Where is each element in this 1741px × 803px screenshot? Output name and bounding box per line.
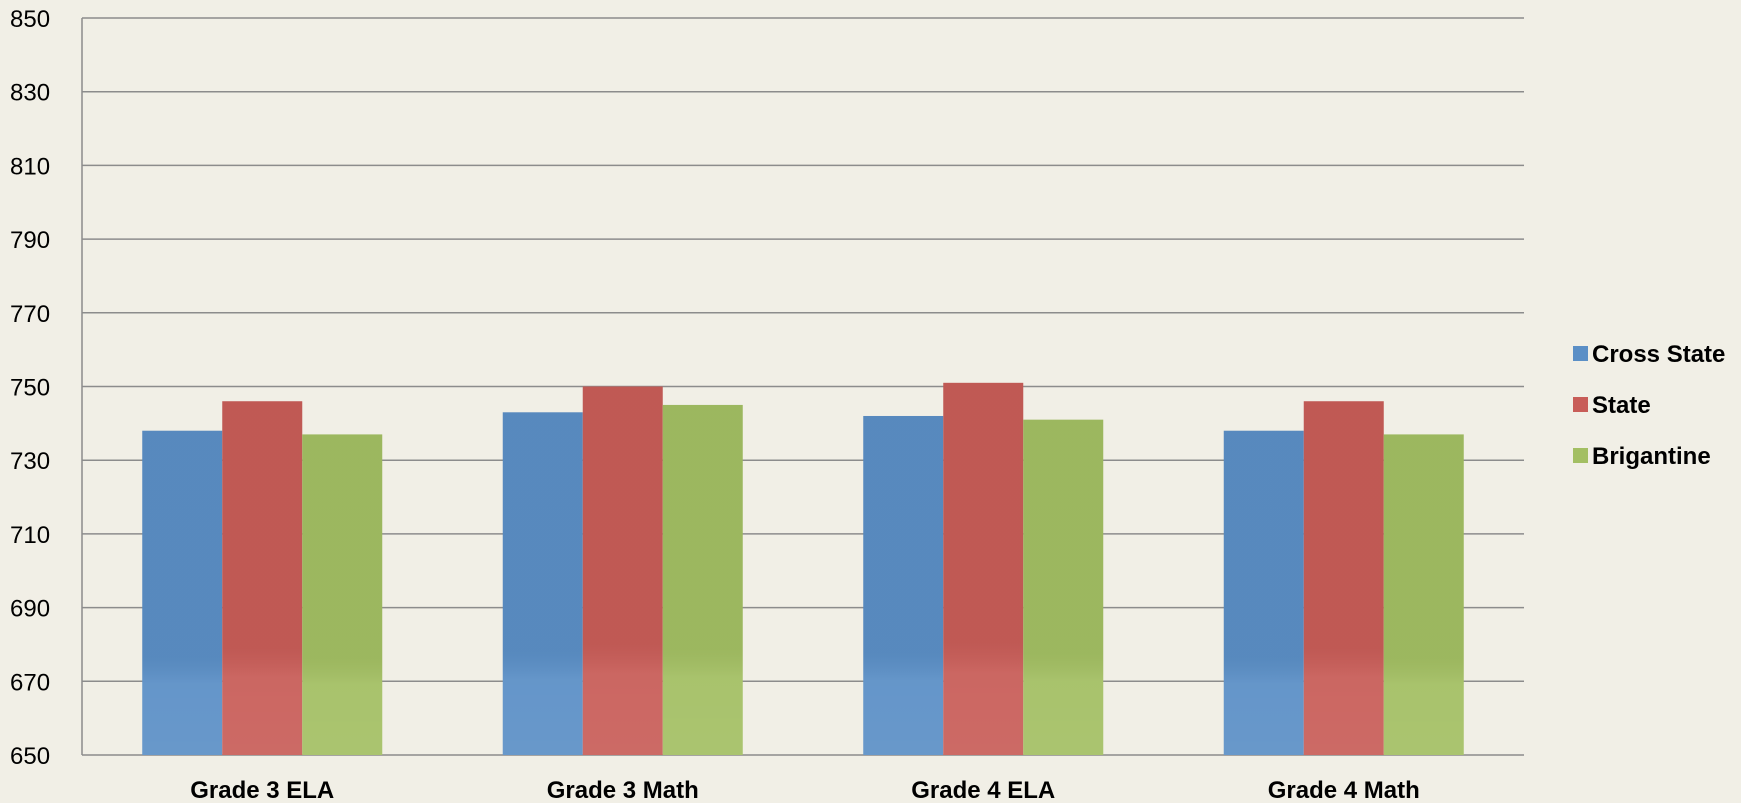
y-tick-label: 670: [10, 669, 50, 696]
x-category-label: Grade 4 ELA: [911, 777, 1055, 803]
legend-swatch: [1573, 346, 1588, 361]
legend-swatch: [1573, 397, 1588, 412]
bar-sheen: [1223, 430, 1304, 755]
y-tick-label: 790: [10, 227, 50, 254]
y-tick-label: 810: [10, 153, 50, 180]
bar-sheen: [1303, 401, 1384, 755]
bar-sheen: [943, 382, 1024, 755]
y-tick-label: 690: [10, 596, 50, 623]
y-tick-label: 710: [10, 522, 50, 549]
legend-label: Brigantine: [1592, 443, 1711, 470]
bar-sheen: [662, 404, 743, 755]
bar-sheen: [222, 401, 303, 755]
bar-sheen: [502, 412, 583, 755]
bar-sheen: [1383, 434, 1464, 755]
y-tick-label: 770: [10, 301, 50, 328]
legend: Cross State State Brigantine: [1573, 341, 1725, 470]
bar-sheen: [302, 434, 383, 755]
bar-sheen: [863, 415, 944, 755]
bar-sheen: [582, 386, 663, 755]
legend-label: State: [1592, 392, 1651, 419]
legend-swatch: [1573, 448, 1588, 463]
y-tick-label: 830: [10, 80, 50, 107]
x-category-label: Grade 4 Math: [1268, 777, 1420, 803]
x-category-label: Grade 3 Math: [547, 777, 699, 803]
y-tick-label: 650: [10, 743, 50, 770]
y-tick-label: 850: [10, 6, 50, 33]
bar-sheen: [142, 430, 223, 755]
x-category-label: Grade 3 ELA: [190, 777, 334, 803]
bars: [142, 382, 1464, 755]
axis-labels: 650 670 690 710 730 750 770 790 810 830 850 Grade 3…: [10, 6, 1420, 803]
bar-sheen: [1023, 419, 1104, 755]
y-tick-label: 730: [10, 448, 50, 475]
legend-label: Cross State: [1592, 341, 1725, 368]
y-tick-label: 750: [10, 375, 50, 402]
